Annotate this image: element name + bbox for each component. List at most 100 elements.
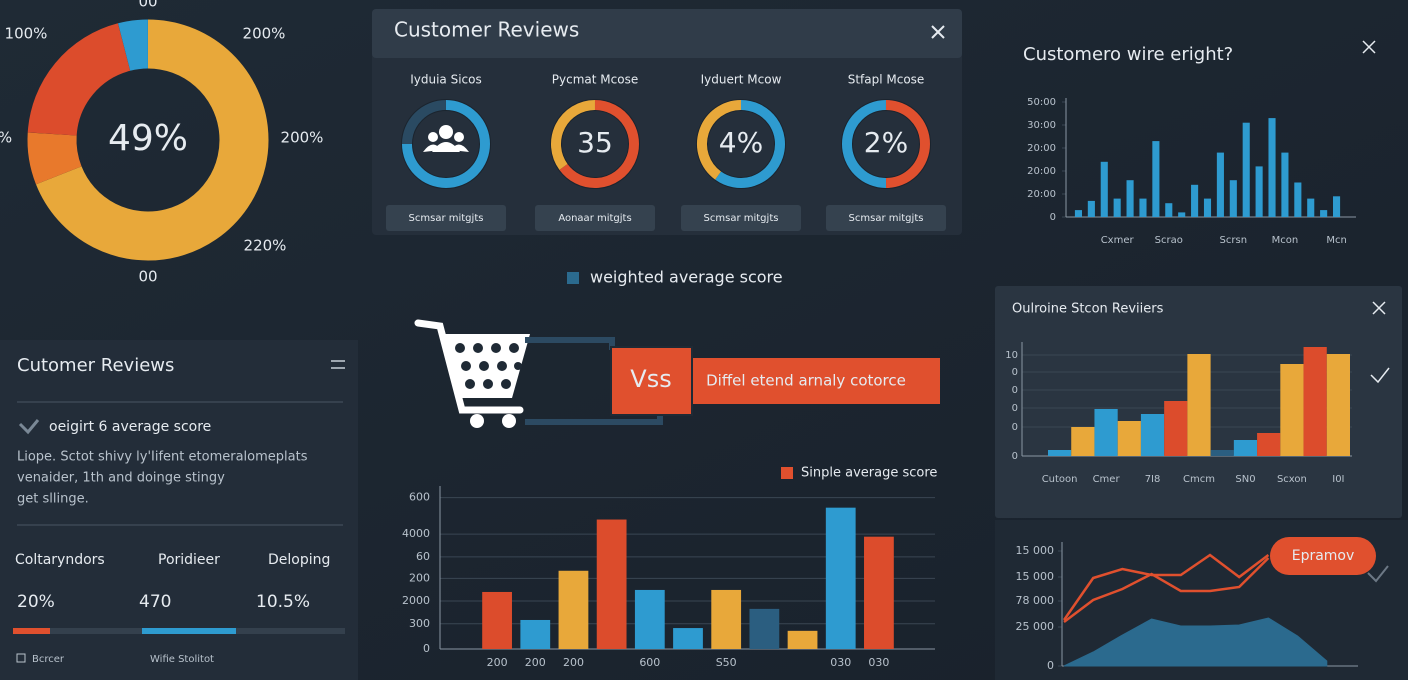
y-tick-label: 0 [1012,451,1018,462]
bar [1257,433,1281,456]
y-tick-label: 20:00 [1027,143,1056,154]
check-icon [1370,367,1390,384]
x-tick-label: Cxmer [1101,235,1135,246]
bar [1294,182,1302,217]
x-tick-label: S50 [716,656,737,669]
y-tick-label: 0 [1012,367,1018,378]
y-tick-label: 4000 [402,527,430,540]
bar [1152,141,1160,217]
bar [482,591,512,649]
close-button[interactable] [1362,40,1376,54]
donut-label: 200% [281,129,324,147]
chart-title: Oulroine Stcon Reviiers [1012,302,1164,317]
reviews-panel [372,9,962,235]
list-item: oeigirt 6 average score [49,419,211,435]
progress-fill [142,628,236,634]
badge[interactable] [1270,537,1376,575]
bar [673,628,703,649]
y-tick-label: 20:00 [1027,189,1056,200]
x-tick-label: 030 [868,656,889,669]
bar [1191,184,1199,217]
bar [1255,166,1263,217]
check-icon [1367,565,1389,583]
donut-segment [27,23,132,137]
y-tick-label: 30:00 [1027,120,1056,131]
donut-segment [27,132,82,185]
gauge-button-label: Scmsar mitgjts [849,213,924,224]
area [1063,617,1328,667]
bar [787,630,818,649]
y-tick-label: 0 [1050,212,1056,223]
bar [1178,212,1186,217]
bar [1303,347,1327,456]
x-tick-label: Scxon [1277,474,1307,485]
close-button[interactable] [931,25,945,39]
y-tick-label: 200 [409,571,430,584]
column-header: Coltaryndors [15,552,105,568]
bar [520,619,551,649]
y-tick-label: 0 [1012,422,1018,433]
gauge-segment [559,100,639,188]
gauge-label: Pycmat Mcose [552,73,638,87]
paragraph: Liope. Sctot shivy ly'Iifent etomeralome… [17,450,308,465]
menu-icon[interactable] [331,360,345,369]
gauge-label: Iyduia Sicos [410,73,482,87]
bar [1113,198,1121,217]
chart-title: Customero wire eright? [1023,44,1233,65]
reviews-title: Customer Reviews [394,18,579,42]
bar [558,570,589,649]
bar [749,608,780,649]
gauge-segment [402,100,490,188]
people-icon [423,125,469,152]
x-tick-label: Cutoon [1042,474,1078,485]
gauge-value: 4% [719,126,763,159]
x-tick-label: Scrsn [1220,235,1248,246]
bar [1087,200,1095,217]
bar [1233,440,1258,456]
check-icon [18,419,40,435]
x-tick-label: Mcn [1326,235,1346,246]
bar [1210,450,1234,456]
paragraph: get sllinge. [17,492,89,507]
close-button[interactable] [1372,301,1386,315]
gauge-segment [402,100,447,145]
donut-label: % [0,129,12,147]
y-tick-label: 60 [416,550,430,563]
vs-label: Vss [630,365,671,393]
gauge-button[interactable] [681,205,801,231]
y-tick-label: 15 000 [1016,570,1055,583]
column-value: 470 [139,592,171,612]
x-tick-label: Mcon [1272,235,1299,246]
bar [1280,364,1304,456]
panel-title: Cutomer Reviews [17,355,174,376]
donut-label: 200% [243,25,286,43]
gauge-button-label: Scmsar mitgjts [704,213,779,224]
line [1063,557,1270,623]
gauge-segment [697,100,742,180]
gauge-button[interactable] [535,205,655,231]
footer-label: Wifie Stolitot [150,654,214,665]
bar [1307,198,1315,217]
reviews-header [372,9,962,58]
bar [1281,152,1289,217]
banner [692,358,940,404]
bar [1268,118,1276,217]
gauge-button[interactable] [826,205,946,231]
bar [711,589,742,649]
gauge-segment [841,100,887,188]
donut-label: 100% [5,25,48,43]
y-tick-label: 0 [1047,659,1054,672]
cart-icon [414,319,530,428]
y-tick-label: 15 000 [1016,544,1055,557]
y-tick-label: 10 [1005,350,1018,361]
checkbox[interactable] [16,653,26,663]
gauge-button[interactable] [386,205,506,231]
bar [864,536,894,649]
bar [1139,198,1147,217]
bar [825,507,856,649]
donut-label: 220% [244,237,287,255]
x-tick-label: 030 [830,656,851,669]
y-tick-label: 300 [409,617,430,630]
gauge-segment [715,100,785,188]
